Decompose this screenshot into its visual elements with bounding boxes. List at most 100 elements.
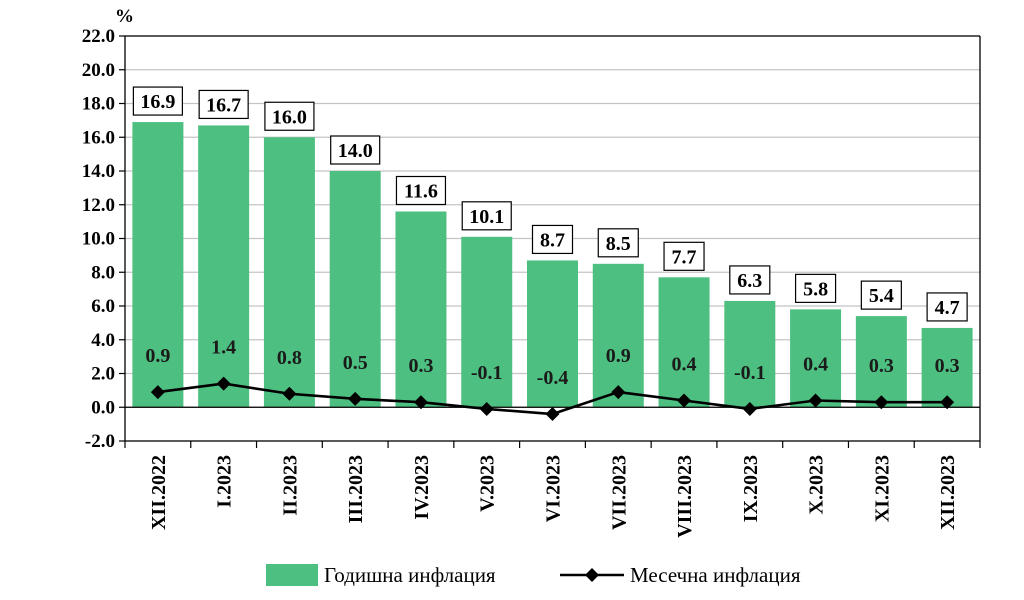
bar: [198, 125, 250, 408]
x-category-label: VII.2023: [608, 455, 630, 530]
bar-data-label-box: [132, 86, 183, 116]
bar: [461, 236, 513, 408]
line-data-label: -0.4: [537, 367, 569, 389]
bar: [921, 327, 973, 408]
bar-data-label-box: [663, 241, 705, 271]
line-data-label: 0.8: [277, 347, 302, 369]
x-category-label: IX.2023: [740, 455, 762, 522]
monthly-inflation-marker: [545, 407, 560, 421]
monthly-inflation-marker: [874, 395, 889, 410]
bar-data-label: 10.1: [469, 206, 504, 228]
line-data-label: 1.4: [211, 337, 236, 359]
monthly-inflation-marker: [940, 395, 955, 410]
monthly-inflation-marker: [216, 376, 231, 391]
bar-data-label: 16.7: [206, 94, 241, 116]
line-data-label: -0.1: [471, 362, 503, 384]
x-category-label: XII.2022: [148, 455, 170, 530]
bar-data-label: 11.6: [404, 181, 438, 203]
bar-data-label: 8.7: [540, 229, 565, 251]
bar: [855, 316, 907, 408]
x-category-label: III.2023: [345, 455, 367, 523]
bar-data-label: 16.0: [272, 106, 307, 128]
x-category-label: V.2023: [477, 455, 499, 512]
line-data-label: -0.1: [734, 362, 766, 384]
y-tick-label: 16.0: [82, 127, 115, 148]
bar-data-label-box: [531, 224, 574, 255]
monthly-inflation-marker: [611, 385, 626, 400]
bar-data-label-box: [926, 292, 968, 322]
monthly-line: [150, 376, 955, 421]
legend-swatch-annual: [266, 564, 318, 586]
monthly-inflation-marker: [677, 393, 692, 408]
line-data-label: 0.3: [869, 355, 894, 377]
y-tick-label: 10.0: [82, 229, 115, 250]
line-data-label: 0.9: [606, 345, 631, 367]
bar: [263, 137, 315, 408]
bar-data-label: 6.3: [737, 270, 762, 292]
bar-data-label: 8.5: [606, 233, 631, 255]
monthly-inflation-marker: [150, 385, 165, 400]
y-tick-label: -2.0: [85, 431, 115, 452]
bar: [132, 122, 184, 408]
y-tick-label: 20.0: [82, 60, 115, 81]
monthly-inflation-marker: [348, 391, 363, 406]
x-category-label: IV.2023: [411, 455, 433, 520]
bar-data-label-box: [330, 135, 381, 165]
monthly-inflation-marker: [413, 395, 428, 410]
bar-data-label-box: [198, 89, 249, 120]
line-data-label: 0.3: [935, 355, 960, 377]
x-category-label: XI.2023: [871, 455, 893, 522]
bar: [658, 277, 710, 408]
bar: [329, 171, 381, 408]
bar-data-label-box: [264, 101, 315, 131]
x-category-label: I.2023: [214, 455, 236, 508]
bar-data-label-box: [794, 273, 837, 303]
bar-data-label-box: [860, 280, 902, 310]
bar-data-label: 7.7: [672, 246, 697, 268]
bars: [132, 122, 973, 408]
y-tick-label: 6.0: [91, 296, 115, 317]
x-category-label: XII.2023: [937, 455, 959, 530]
monthly-inflation-marker: [282, 386, 297, 401]
y-tick-label: 18.0: [82, 94, 115, 115]
monthly-inflation-marker: [808, 393, 823, 408]
line-data-label: 0.4: [803, 354, 828, 376]
y-tick-label: 8.0: [91, 262, 115, 283]
bar-data-label: 5.4: [869, 285, 894, 307]
y-tick-label: 2.0: [91, 364, 115, 385]
y-tick-label: 14.0: [82, 161, 115, 182]
y-tick-label: 22.0: [82, 26, 115, 47]
bar: [724, 300, 776, 408]
bar-data-label: 14.0: [338, 140, 373, 162]
legend-swatch-monthly-marker: [585, 568, 599, 582]
y-axis-unit: %: [115, 6, 134, 27]
bar-data-label: 4.7: [935, 297, 960, 319]
monthly-inflation-marker: [742, 401, 757, 416]
data-labels: 16.9 16.7 16.0 14.0 11.6 10.1 8.7 8.5 7.7 6.3 5.8 5…: [132, 86, 968, 389]
line-data-label: 0.9: [145, 345, 170, 367]
bar-data-label: 16.9: [140, 91, 175, 113]
bar-data-label-box: [729, 265, 771, 295]
bar: [395, 211, 447, 408]
line-data-label: 0.4: [672, 354, 697, 376]
bar: [527, 260, 578, 408]
bar-data-label-box: [597, 228, 639, 258]
y-tick-label: 0.0: [91, 397, 115, 418]
x-category-label: X.2023: [806, 455, 828, 514]
bar-data-label-box: [395, 175, 447, 206]
legend: Годишна инфлация Месечна инфлация: [266, 563, 801, 587]
bar: [790, 309, 842, 408]
legend-label-annual: Годишна инфлация: [324, 563, 496, 587]
axes: -2.0 0.0 2.0 4.0 6.0 8.0 10.0 12.0 14.0 16.0 18.0 2…: [82, 26, 981, 538]
bar-data-label-box: [461, 201, 512, 231]
x-category-label: VIII.2023: [674, 455, 696, 538]
y-tick-label: 4.0: [91, 330, 115, 351]
line-data-label: 0.3: [408, 355, 433, 377]
legend-label-monthly: Месечна инфлация: [630, 563, 801, 587]
y-tick-label: 12.0: [82, 195, 115, 216]
x-category-label: VI.2023: [543, 455, 565, 522]
bar-data-label: 5.8: [803, 278, 828, 300]
line-data-label: 0.5: [343, 352, 368, 374]
x-category-label: II.2023: [279, 455, 301, 516]
